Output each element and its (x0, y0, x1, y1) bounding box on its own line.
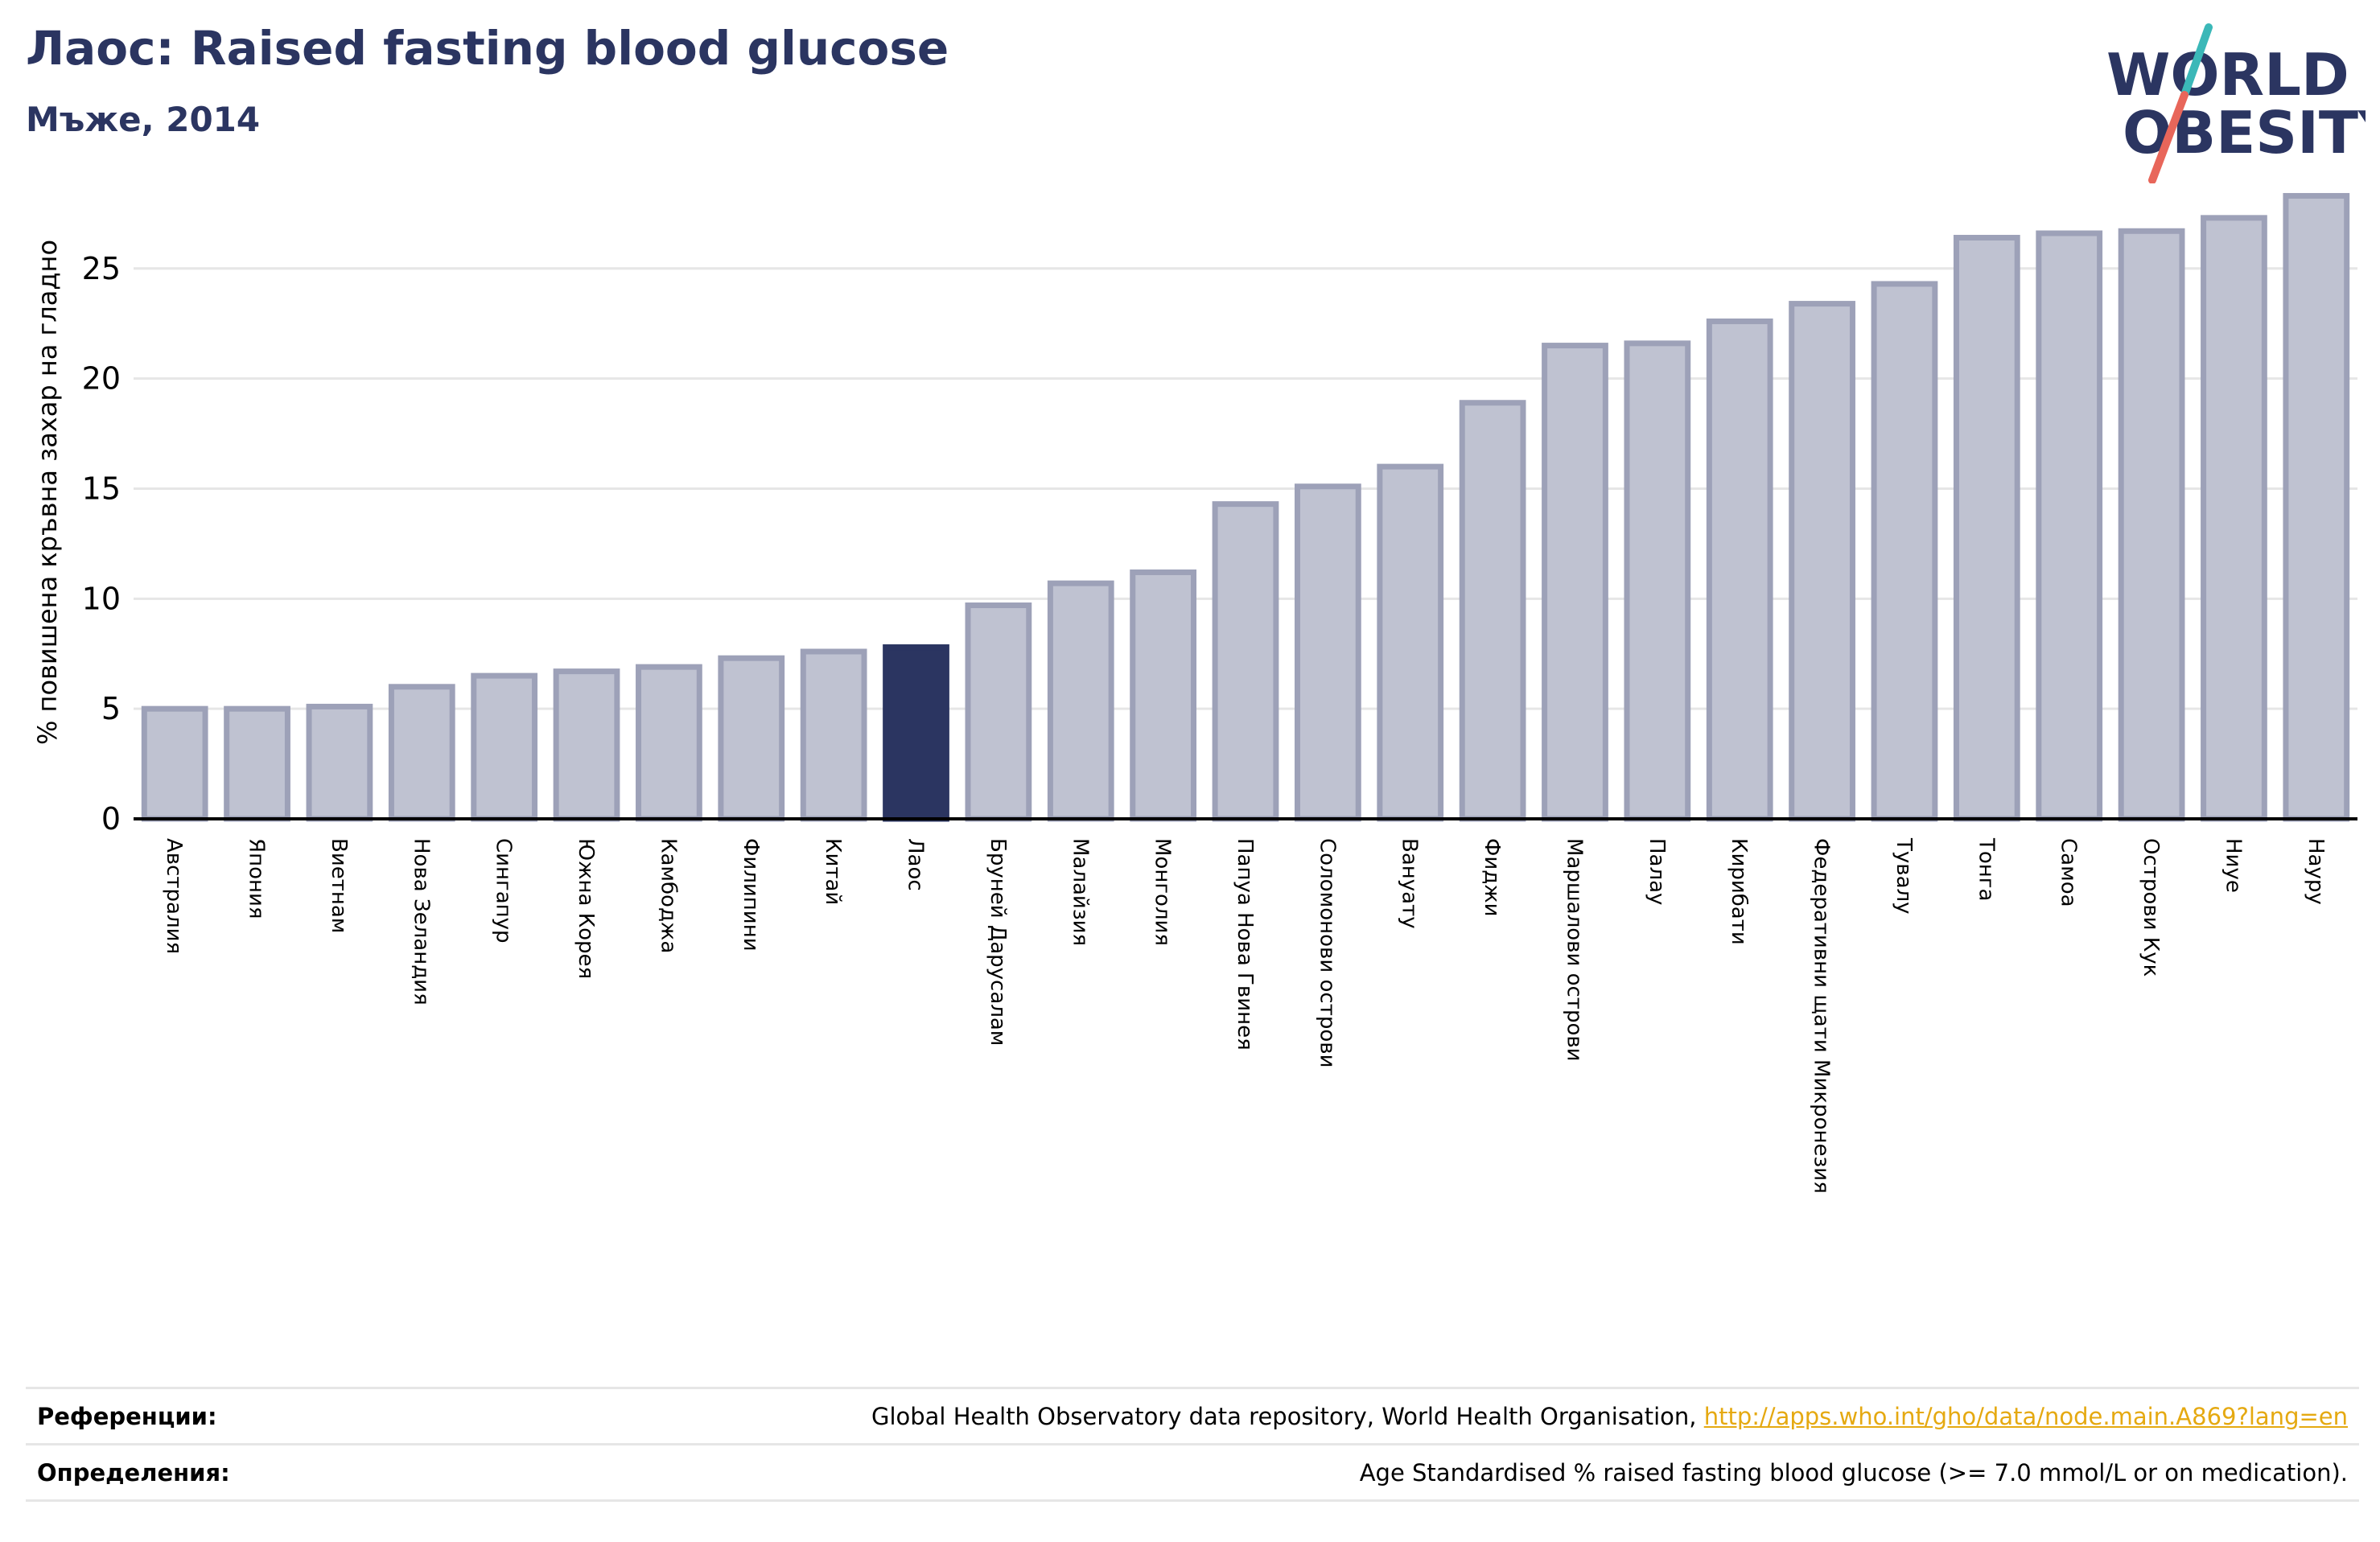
x-tick-label: Бруней Дарусалам (986, 838, 1010, 1046)
y-tick-label: 5 (101, 691, 121, 726)
references-text: Global Health Observatory data repositor… (871, 1402, 1704, 1430)
x-tick-label: Австралия (162, 838, 186, 954)
references-label: Референции: (37, 1402, 217, 1430)
x-tick-label: Южна Корея (574, 838, 598, 979)
references-value: Global Health Observatory data repositor… (871, 1403, 2348, 1430)
x-tick-label: Монголия (1151, 838, 1175, 946)
x-tick-label: Вануату (1398, 838, 1422, 929)
x-tick-label: Лаос (904, 838, 928, 891)
y-axis: 0 5 10 15 20 25 (82, 251, 121, 837)
bar (553, 668, 620, 822)
x-tick-label: Китай (821, 838, 845, 905)
x-tick-label: Соломонови острови (1315, 838, 1339, 1067)
x-tick-label: Сингапур (492, 838, 516, 944)
bar (1871, 281, 1938, 822)
x-tick-label: Ниуе (2221, 838, 2245, 893)
bar (1953, 234, 2020, 822)
definitions-text: Age Standardised % raised fasting blood … (1359, 1458, 2348, 1486)
x-tick-label: Камбоджа (656, 838, 680, 953)
bar (306, 703, 373, 822)
page-subtitle: Мъже, 2014 (26, 100, 261, 139)
x-tick-label: Науру (2304, 838, 2328, 905)
bar-highlight (883, 644, 949, 822)
bar (2118, 228, 2185, 822)
bar (718, 655, 785, 822)
y-tick-label: 0 (101, 801, 121, 837)
x-tick-label: Кирибати (1727, 838, 1751, 945)
y-tick-label: 20 (82, 361, 121, 397)
x-tick-label: Филипини (739, 838, 763, 952)
logo-line1: WORLD (2106, 41, 2349, 109)
x-tick-label: Палау (1645, 838, 1669, 905)
x-tick-label: Япония (245, 838, 269, 919)
x-tick-label: Острови Кук (2139, 838, 2163, 977)
bar (965, 602, 1032, 822)
bar (1459, 400, 1526, 822)
bar (141, 705, 208, 822)
bar (1212, 501, 1279, 822)
bar (471, 672, 538, 822)
y-tick-label: 15 (82, 471, 121, 506)
bar (2283, 192, 2350, 822)
bar (2201, 215, 2267, 822)
x-tick-label: Нова Зеландия (409, 838, 433, 1005)
definitions-row: Определения: Age Standardised % raised f… (26, 1443, 2359, 1499)
world-obesity-logo: WORLD OBESITY (2106, 23, 2366, 183)
bar (1624, 340, 1691, 822)
bar (1294, 483, 1361, 822)
footer-divider (26, 1499, 2359, 1502)
bar (1130, 569, 1197, 822)
bar (1542, 343, 1608, 822)
x-tick-label: Папуа Нова Гвинея (1233, 838, 1257, 1051)
bar (1706, 318, 1773, 822)
page-title: Лаос: Raised fasting blood glucose (26, 21, 949, 76)
bar (1377, 463, 1444, 822)
bar (636, 664, 702, 822)
x-tick-label: Виетнам (327, 838, 351, 933)
bar-chart: 0 5 10 15 20 25 Австралия Япония Виетнам Нова Зе… (32, 192, 2357, 1194)
y-axis-label: % повишена кръвна захар на гладно (32, 240, 63, 745)
bar (1047, 580, 1114, 822)
x-axis: Австралия Япония Виетнам Нова Зеландия Синга… (134, 817, 2357, 1194)
x-tick-label: Фиджи (1480, 838, 1504, 917)
references-row: Референции: Global Health Observatory da… (26, 1387, 2359, 1443)
bar (388, 684, 455, 822)
bars (141, 192, 2350, 822)
definitions-label: Определения: (37, 1458, 230, 1486)
x-tick-label: Маршалови острови (1562, 838, 1586, 1062)
y-tick-label: 25 (82, 251, 121, 286)
x-tick-label: Малайзия (1068, 838, 1092, 946)
x-tick-label: Тувалу (1892, 837, 1916, 915)
bar (800, 648, 867, 822)
bar (224, 705, 290, 822)
references-link[interactable]: http://apps.who.int/gho/data/node.main.A… (1703, 1402, 2348, 1430)
y-tick-label: 10 (82, 581, 121, 616)
x-tick-label: Самоа (2057, 838, 2081, 907)
logo-slash-top (2180, 23, 2213, 99)
bar (2036, 230, 2103, 822)
x-tick-label: Федеративни щати Микронезия (1810, 838, 1834, 1194)
x-tick-label: Тонга (1974, 837, 1998, 901)
logo-slash-bottom (2148, 91, 2189, 183)
bar (1789, 301, 1855, 822)
